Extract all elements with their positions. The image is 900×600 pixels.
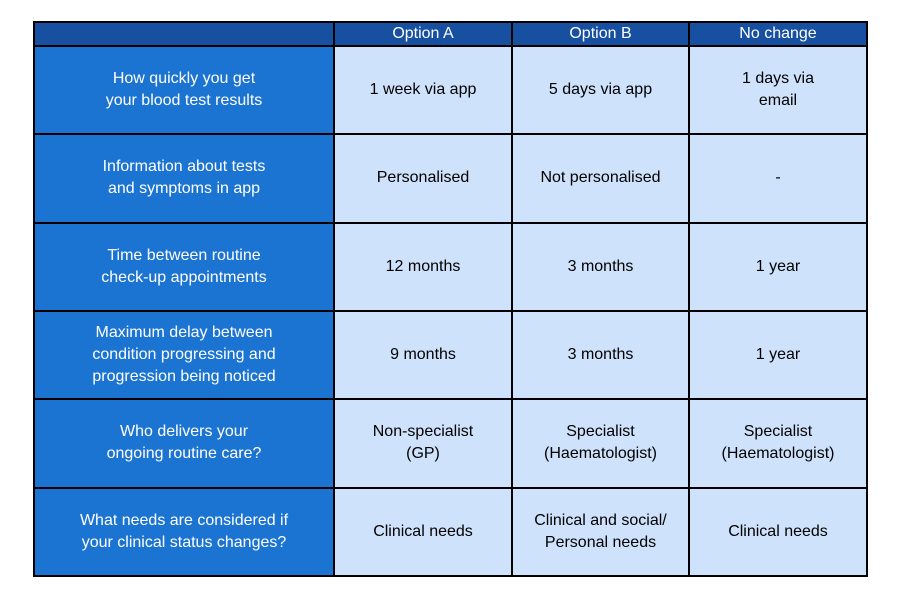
cell-text: Personalised (376, 169, 470, 187)
option-a-cell: Clinical needs (333, 486, 513, 578)
cell-text: 1 week via app (369, 81, 477, 99)
option-a-cell: Personalised (333, 133, 513, 224)
attribute-label-line: Maximum delay between (95, 324, 273, 342)
option-b-cell: 5 days via app (511, 44, 690, 136)
cell-text: - (775, 169, 781, 187)
attribute-label-line: ongoing routine care? (106, 445, 262, 463)
attribute-label-line: condition progressing and (92, 346, 276, 364)
cell-text: Specialist (566, 423, 635, 441)
attribute-label: Information about tests and symptoms in … (33, 133, 335, 224)
choice-comparison-table-wrapper: Option A Option B No change How quickly … (33, 21, 868, 578)
attribute-label-line: Information about tests (102, 158, 266, 176)
table-row: Information about tests and symptoms in … (33, 133, 868, 224)
cell-text: 5 days via app (548, 81, 653, 99)
cell-text: 9 months (390, 346, 456, 364)
cell-text: 1 days via (741, 70, 815, 88)
cell-text: Clinical needs (373, 522, 473, 540)
attribute-label: Maximum delay between condition progress… (33, 309, 335, 401)
attribute-label: Time between routine check-up appointmen… (33, 221, 335, 312)
cell-text: email (758, 92, 798, 110)
header-corner-cell (33, 21, 335, 47)
table-row: How quickly you get your blood test resu… (33, 44, 868, 136)
option-b-cell: 3 months (511, 309, 690, 401)
cell-text: (GP) (406, 445, 440, 463)
no-change-cell: Clinical needs (688, 486, 868, 578)
table-row: Maximum delay between condition progress… (33, 309, 868, 401)
header-option-b: Option B (511, 21, 690, 47)
no-change-cell: 1 year (688, 221, 868, 312)
no-change-cell: Specialist (Haematologist) (688, 398, 868, 489)
attribute-label-line: check-up appointments (101, 268, 267, 286)
cell-text: Non-specialist (372, 423, 474, 441)
cell-text: (Haematologist) (544, 445, 657, 463)
attribute-label-line: Who delivers your (119, 423, 249, 441)
attribute-label-line: Time between routine (107, 246, 261, 264)
attribute-label-line: progression being noticed (92, 368, 276, 386)
cell-text: Specialist (743, 423, 813, 441)
attribute-label-line: your clinical status changes? (81, 533, 287, 551)
header-no-change: No change (688, 21, 868, 47)
option-b-cell: 3 months (511, 221, 690, 312)
attribute-label: Who delivers your ongoing routine care? (33, 398, 335, 489)
attribute-label-line: and symptoms in app (107, 180, 261, 198)
attribute-label: What needs are considered if your clinic… (33, 486, 335, 578)
cell-text: Clinical and social/ (534, 511, 667, 529)
cell-text: Clinical needs (728, 522, 828, 540)
option-a-cell: 1 week via app (333, 44, 513, 136)
cell-text: (Haematologist) (721, 445, 835, 463)
option-a-cell: 9 months (333, 309, 513, 401)
no-change-cell: 1 days via email (688, 44, 868, 136)
option-b-cell: Specialist (Haematologist) (511, 398, 690, 489)
option-a-cell: 12 months (333, 221, 513, 312)
cell-text: Not personalised (540, 169, 661, 187)
attribute-label-line: What needs are considered if (79, 511, 289, 529)
attribute-label-line: your blood test results (105, 92, 263, 110)
table-row: Who delivers your ongoing routine care? … (33, 398, 868, 489)
option-b-cell: Clinical and social/ Personal needs (511, 486, 690, 578)
table-header-row: Option A Option B No change (33, 21, 868, 47)
option-b-cell: Not personalised (511, 133, 690, 224)
option-a-cell: Non-specialist (GP) (333, 398, 513, 489)
table-row: What needs are considered if your clinic… (33, 486, 868, 578)
cell-text: Personal needs (544, 533, 657, 551)
cell-text: 1 year (755, 257, 801, 275)
no-change-cell: - (688, 133, 868, 224)
cell-text: 3 months (567, 346, 634, 364)
attribute-label-line: How quickly you get (112, 70, 256, 88)
no-change-cell: 1 year (688, 309, 868, 401)
table-row: Time between routine check-up appointmen… (33, 221, 868, 312)
choice-comparison-table: Option A Option B No change How quickly … (33, 21, 868, 578)
cell-text: 12 months (385, 257, 461, 275)
cell-text: 3 months (567, 257, 634, 275)
header-option-a: Option A (333, 21, 513, 47)
attribute-label: How quickly you get your blood test resu… (33, 44, 335, 136)
cell-text: 1 year (755, 346, 801, 364)
